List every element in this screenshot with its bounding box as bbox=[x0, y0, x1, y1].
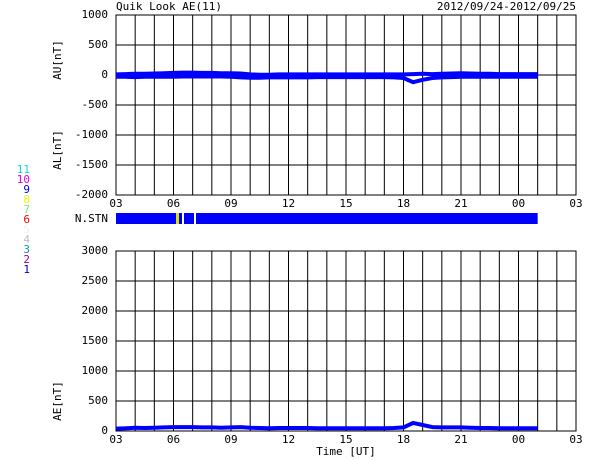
date-range: 2012/09/24-2012/09/25 bbox=[437, 0, 576, 13]
y-tick-label: 1000 bbox=[82, 8, 109, 21]
x-axis-label: Time [UT] bbox=[316, 445, 376, 458]
x-tick-label: 09 bbox=[224, 433, 237, 446]
y-axis-label: AU[nT] bbox=[51, 40, 64, 80]
x-tick-label: 21 bbox=[454, 433, 467, 446]
station-legend-label: 7 bbox=[23, 203, 30, 216]
data-line bbox=[115, 420, 538, 431]
x-tick-label: 21 bbox=[454, 197, 467, 210]
x-tick-label: 03 bbox=[569, 433, 582, 446]
x-tick-label: 00 bbox=[512, 433, 525, 446]
x-tick-label: 00 bbox=[512, 197, 525, 210]
station-legend-label: 9 bbox=[23, 183, 30, 196]
x-tick-label: 12 bbox=[282, 433, 295, 446]
x-tick-label: 03 bbox=[109, 433, 122, 446]
x-tick-label: 09 bbox=[224, 197, 237, 210]
x-tick-label: 03 bbox=[109, 197, 122, 210]
x-tick-label: 03 bbox=[569, 197, 582, 210]
y-tick-label: -1000 bbox=[75, 128, 108, 141]
station-legend-label: 10 bbox=[17, 173, 30, 186]
station-legend-label: 1 bbox=[23, 263, 30, 276]
chart-title: Quik Look AE(11) bbox=[116, 0, 222, 13]
y-tick-label: 500 bbox=[88, 394, 108, 407]
x-tick-label: 06 bbox=[167, 433, 180, 446]
y-tick-label: 0 bbox=[101, 68, 108, 81]
x-tick-label: 12 bbox=[282, 197, 295, 210]
y-tick-label: 2000 bbox=[82, 304, 109, 317]
y-tick-label: 500 bbox=[88, 38, 108, 51]
station-gap bbox=[176, 213, 179, 224]
y-tick-label: -500 bbox=[82, 98, 109, 111]
y-tick-label: 0 bbox=[101, 424, 108, 437]
x-tick-label: 06 bbox=[167, 197, 180, 210]
station-legend-label: 8 bbox=[23, 193, 30, 206]
x-tick-label: 18 bbox=[397, 197, 410, 210]
x-tick-label: 18 bbox=[397, 433, 410, 446]
y-axis-label: AL[nT] bbox=[51, 130, 64, 170]
station-label: N.STN bbox=[75, 212, 108, 225]
data-line bbox=[115, 70, 538, 77]
x-tick-label: 15 bbox=[339, 197, 352, 210]
station-gap bbox=[194, 213, 196, 224]
station-legend-label: 4 bbox=[23, 233, 30, 246]
station-legend-label: 2 bbox=[23, 253, 30, 266]
station-legend-label: 6 bbox=[23, 213, 30, 226]
station-legend-label: 11 bbox=[17, 163, 30, 176]
station-gap bbox=[182, 213, 184, 224]
x-tick-label: 15 bbox=[339, 433, 352, 446]
data-line bbox=[116, 74, 538, 85]
y-tick-label: 3000 bbox=[82, 244, 109, 257]
y-tick-label: 1500 bbox=[82, 334, 109, 347]
y-axis-label: AE[nT] bbox=[51, 381, 64, 421]
y-tick-label: -2000 bbox=[75, 188, 108, 201]
station-bar bbox=[116, 213, 538, 224]
y-tick-label: 1000 bbox=[82, 364, 109, 377]
station-legend-label: 5 bbox=[23, 223, 30, 236]
y-tick-label: -1500 bbox=[75, 158, 108, 171]
station-legend-label: 3 bbox=[23, 243, 30, 256]
y-tick-label: 2500 bbox=[82, 274, 109, 287]
